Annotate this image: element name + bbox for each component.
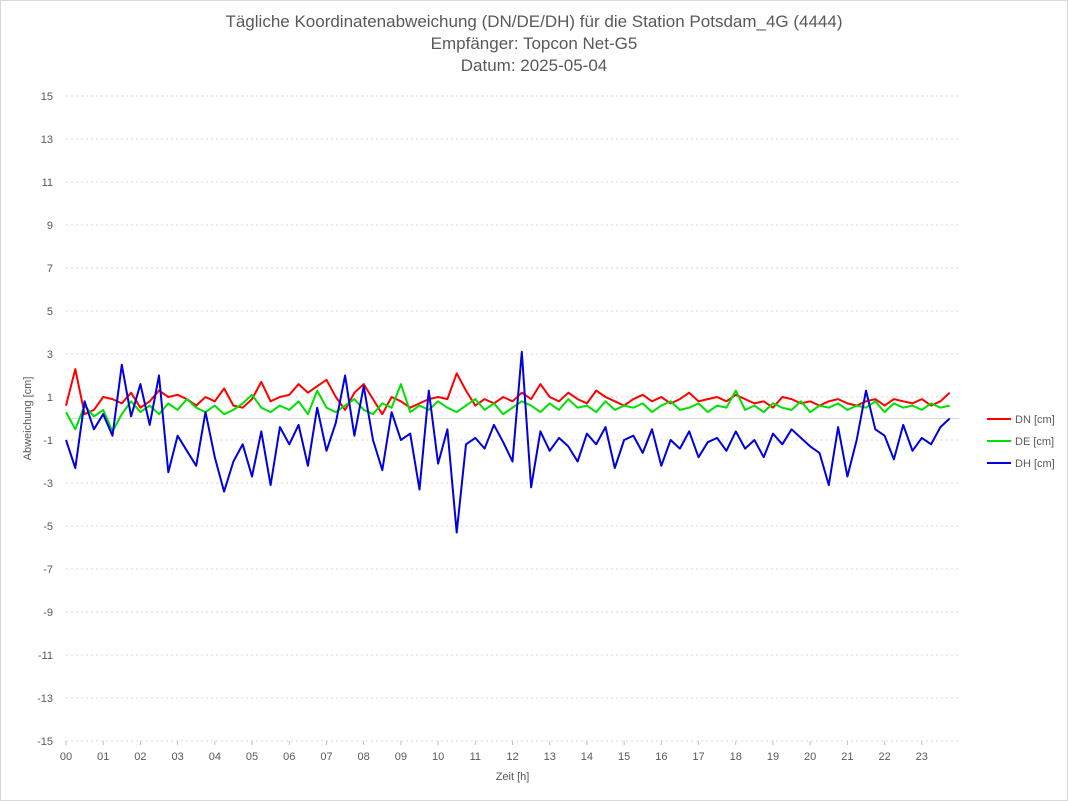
- legend-label: DE [cm]: [1015, 436, 1054, 448]
- y-tick-label: 1: [47, 392, 53, 404]
- y-tick-label: -5: [43, 521, 53, 533]
- y-tick-label: 11: [42, 177, 53, 189]
- series-line-de: [65, 383, 950, 433]
- x-axis-title: Zeit [h]: [496, 771, 530, 783]
- x-axis-ticks: 00 01 02 03 04 05 06 07 08 09 10 11 12 13 14 15 16 17 18 19…: [60, 741, 928, 763]
- y-tick-label: 3: [47, 349, 53, 361]
- x-tick-label: 07: [320, 751, 332, 763]
- x-tick-label: 22: [878, 751, 890, 763]
- y-axis-title: Abweichung [cm]: [22, 377, 34, 461]
- x-tick-label: 06: [283, 751, 295, 763]
- x-tick-label: 13: [544, 751, 556, 763]
- x-tick-label: 08: [358, 751, 370, 763]
- y-tick-label: -15: [37, 736, 53, 748]
- y-tick-label: 13: [41, 134, 53, 146]
- y-tick-label: 5: [47, 306, 53, 318]
- x-tick-label: 14: [581, 751, 593, 763]
- y-tick-label: 7: [47, 263, 53, 275]
- legend: DN [cm] DE [cm] DH [cm]: [987, 414, 1055, 470]
- chart-subtitle-receiver: Empfänger: Topcon Net-G5: [430, 34, 638, 53]
- y-tick-label: -9: [43, 607, 53, 619]
- x-tick-label: 16: [655, 751, 667, 763]
- y-tick-label: -1: [43, 435, 53, 447]
- x-tick-label: 05: [246, 751, 258, 763]
- x-tick-label: 09: [395, 751, 407, 763]
- x-tick-label: 12: [506, 751, 518, 763]
- legend-label: DH [cm]: [1015, 458, 1055, 470]
- x-tick-label: 11: [470, 751, 481, 763]
- x-tick-label: 02: [134, 751, 146, 763]
- y-tick-label: 9: [47, 220, 53, 232]
- x-tick-label: 15: [618, 751, 630, 763]
- x-tick-label: 20: [804, 751, 816, 763]
- series-layer: [65, 350, 951, 534]
- x-tick-label: 03: [172, 751, 184, 763]
- x-tick-label: 04: [209, 751, 221, 763]
- y-tick-label: -13: [37, 693, 53, 705]
- x-tick-label: 01: [97, 751, 109, 763]
- legend-label: DN [cm]: [1015, 414, 1055, 426]
- x-tick-label: 19: [767, 751, 779, 763]
- y-tick-label: -7: [43, 564, 53, 576]
- y-axis-ticks: 15 13 11 9 7 5 3 1 -1 -3 -5 -7 -9 -11 -13 -15: [37, 91, 53, 748]
- x-tick-label: 21: [841, 751, 853, 763]
- x-tick-label: 17: [692, 751, 704, 763]
- chart-title: Tägliche Koordinatenabweichung (DN/DE/DH…: [225, 12, 843, 31]
- y-tick-label: 15: [41, 91, 53, 103]
- x-tick-label: 10: [432, 751, 444, 763]
- x-tick-label: 23: [916, 751, 928, 763]
- chart-title-block: Tägliche Koordinatenabweichung (DN/DE/DH…: [1, 11, 1067, 77]
- chart-subtitle-date: Datum: 2025-05-04: [460, 56, 608, 75]
- y-tick-label: -3: [43, 478, 53, 490]
- x-tick-label: 18: [730, 751, 742, 763]
- x-tick-label: 00: [60, 751, 72, 763]
- series-line-dh: [65, 350, 951, 534]
- grid-layer: [66, 95, 959, 742]
- y-tick-label: -11: [38, 650, 53, 662]
